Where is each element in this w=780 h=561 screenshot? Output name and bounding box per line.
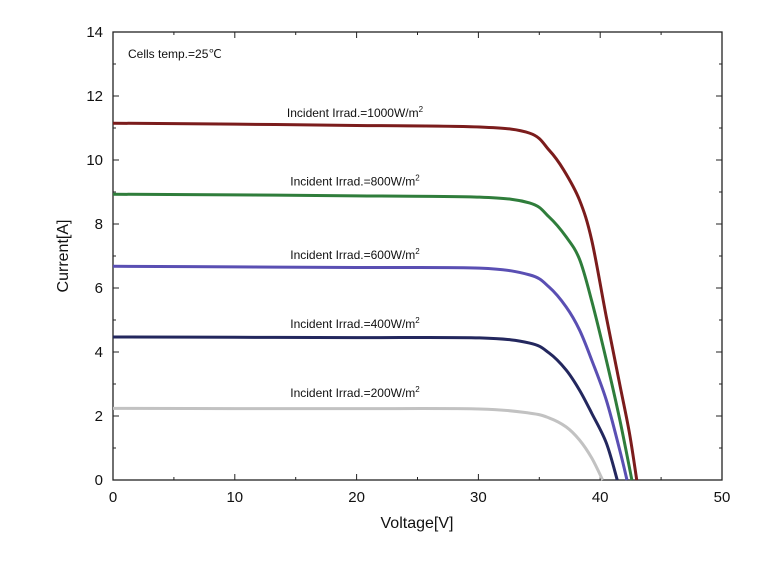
series-label: Incident Irrad.=600W/m2: [290, 247, 420, 262]
series-line: [112, 121, 639, 481]
series-label: Incident Irrad.=800W/m2: [290, 174, 420, 189]
y-tick-label: 10: [86, 152, 103, 169]
series-line: [112, 335, 619, 481]
y-tick-label: 2: [95, 408, 103, 425]
series-label: Incident Irrad.=400W/m2: [290, 316, 420, 331]
y-tick-label: 12: [86, 88, 103, 105]
y-axis-label: Current[A]: [55, 220, 72, 293]
x-tick-label: 20: [348, 489, 365, 506]
series-line: [112, 192, 634, 481]
y-tick-label: 14: [86, 24, 103, 41]
series-line: [112, 264, 629, 481]
y-tick-label: 8: [95, 216, 103, 233]
y-tick-label: 6: [95, 280, 103, 297]
x-tick-label: 50: [714, 489, 731, 506]
series-label: Incident Irrad.=200W/m2: [290, 385, 420, 400]
x-tick-label: 10: [226, 489, 243, 506]
y-tick-label: 4: [95, 344, 103, 361]
temperature-annotation: Cells temp.=25℃: [128, 47, 222, 61]
x-tick-label: 40: [592, 489, 609, 506]
x-tick-label: 0: [109, 489, 117, 506]
y-tick-label: 0: [95, 472, 103, 489]
x-tick-label: 30: [470, 489, 487, 506]
series-label: Incident Irrad.=1000W/m2: [287, 105, 424, 120]
x-axis-label: Voltage[V]: [381, 515, 454, 532]
series-line: [112, 406, 604, 481]
